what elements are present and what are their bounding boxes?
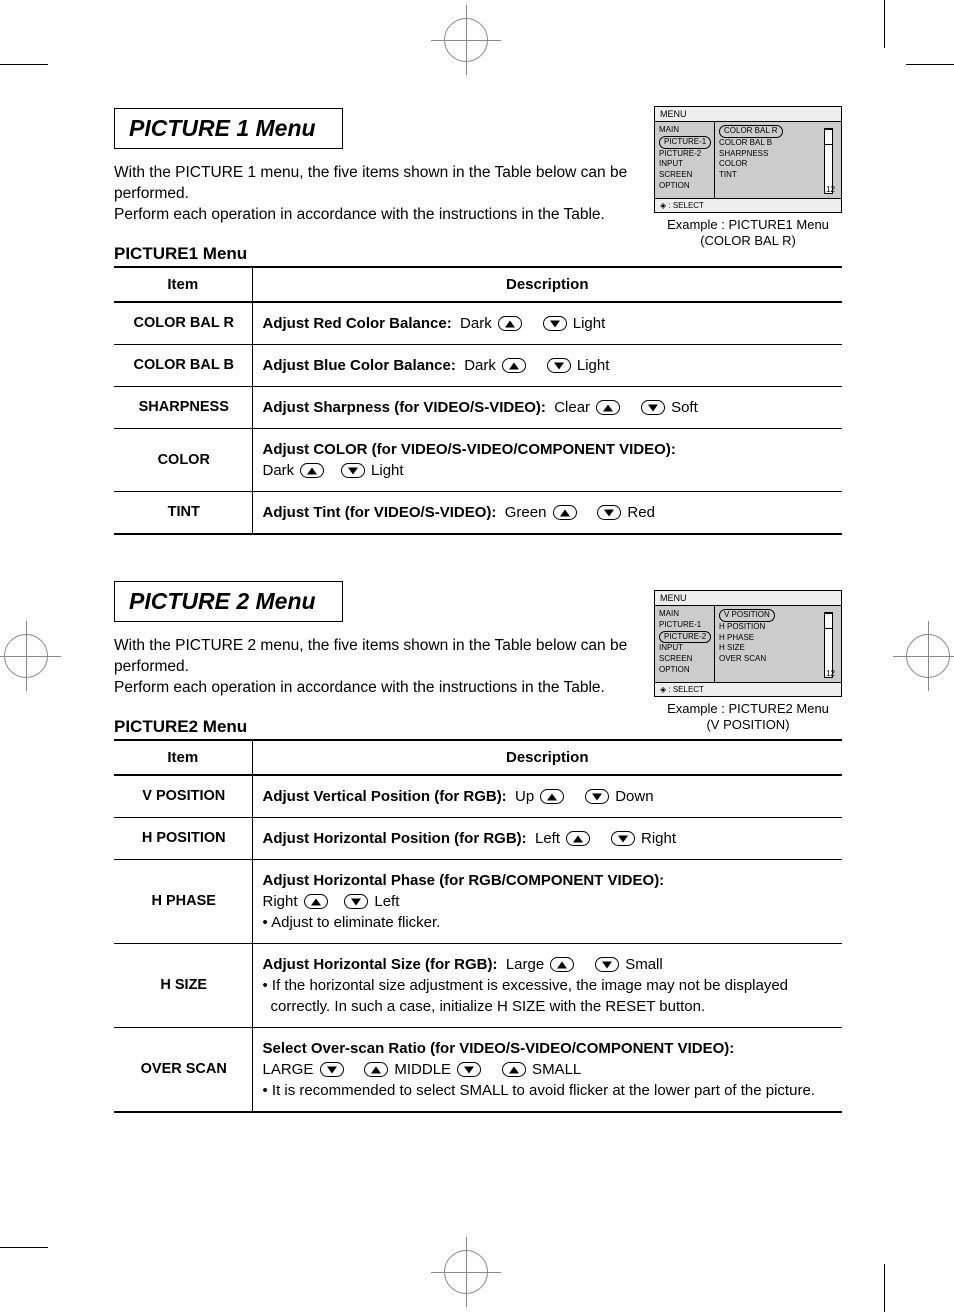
table-heading: PICTURE1 Menu — [114, 244, 842, 264]
intro-text: With the PICTURE 2 menu, the five items … — [114, 636, 640, 699]
section-title: PICTURE 1 Menu — [114, 108, 343, 149]
table-item: SHARPNESS — [114, 386, 252, 428]
down-button-icon — [543, 316, 567, 331]
table-item: TINT — [114, 491, 252, 534]
down-button-icon — [547, 358, 571, 373]
up-button-icon — [502, 358, 526, 373]
th-item: Item — [114, 740, 252, 775]
table-desc: Adjust Horizontal Phase (for RGB/COMPONE… — [252, 859, 842, 943]
th-item: Item — [114, 267, 252, 302]
table-item: H POSITION — [114, 817, 252, 859]
down-button-icon — [597, 505, 621, 520]
intro-text: With the PICTURE 1 menu, the five items … — [114, 163, 640, 226]
table-desc: Adjust Horizontal Position (for RGB): Le… — [252, 817, 842, 859]
crop-mark — [884, 1264, 885, 1312]
table-desc: Select Over-scan Ratio (for VIDEO/S-VIDE… — [252, 1027, 842, 1112]
down-button-icon — [341, 463, 365, 478]
up-button-icon — [364, 1062, 388, 1077]
down-button-icon — [595, 957, 619, 972]
table-heading: PICTURE2 Menu — [114, 717, 842, 737]
table-item: V POSITION — [114, 775, 252, 818]
registration-mark — [444, 18, 488, 62]
up-button-icon — [498, 316, 522, 331]
th-desc: Description — [252, 267, 842, 302]
up-button-icon — [304, 894, 328, 909]
up-button-icon — [502, 1062, 526, 1077]
crop-mark — [884, 0, 885, 48]
table-desc: Adjust Blue Color Balance: Dark Light — [252, 344, 842, 386]
up-button-icon — [553, 505, 577, 520]
up-button-icon — [566, 831, 590, 846]
down-button-icon — [585, 789, 609, 804]
section-title: PICTURE 2 Menu — [114, 581, 343, 622]
registration-mark — [444, 1250, 488, 1294]
registration-mark — [906, 634, 950, 678]
up-button-icon — [596, 400, 620, 415]
table-item: H SIZE — [114, 943, 252, 1027]
table-item: H PHASE — [114, 859, 252, 943]
up-button-icon — [540, 789, 564, 804]
th-desc: Description — [252, 740, 842, 775]
table-desc: Adjust Red Color Balance: Dark Light — [252, 302, 842, 345]
down-button-icon — [344, 894, 368, 909]
picture1-table: Item Description COLOR BAL RAdjust Red C… — [114, 266, 842, 535]
crop-mark — [906, 64, 954, 65]
table-item: OVER SCAN — [114, 1027, 252, 1112]
down-button-icon — [641, 400, 665, 415]
up-button-icon — [550, 957, 574, 972]
down-button-icon — [320, 1062, 344, 1077]
table-desc: Adjust Sharpness (for VIDEO/S-VIDEO): Cl… — [252, 386, 842, 428]
table-desc: Adjust COLOR (for VIDEO/S-VIDEO/COMPONEN… — [252, 428, 842, 491]
crop-mark — [0, 64, 48, 65]
picture2-table: Item Description V POSITIONAdjust Vertic… — [114, 739, 842, 1113]
table-item: COLOR — [114, 428, 252, 491]
crop-mark — [0, 1247, 48, 1248]
down-button-icon — [611, 831, 635, 846]
down-button-icon — [457, 1062, 481, 1077]
table-item: COLOR BAL B — [114, 344, 252, 386]
table-item: COLOR BAL R — [114, 302, 252, 345]
table-desc: Adjust Horizontal Size (for RGB): Large … — [252, 943, 842, 1027]
registration-mark — [4, 634, 48, 678]
table-desc: Adjust Tint (for VIDEO/S-VIDEO): Green R… — [252, 491, 842, 534]
table-desc: Adjust Vertical Position (for RGB): Up D… — [252, 775, 842, 818]
up-button-icon — [300, 463, 324, 478]
